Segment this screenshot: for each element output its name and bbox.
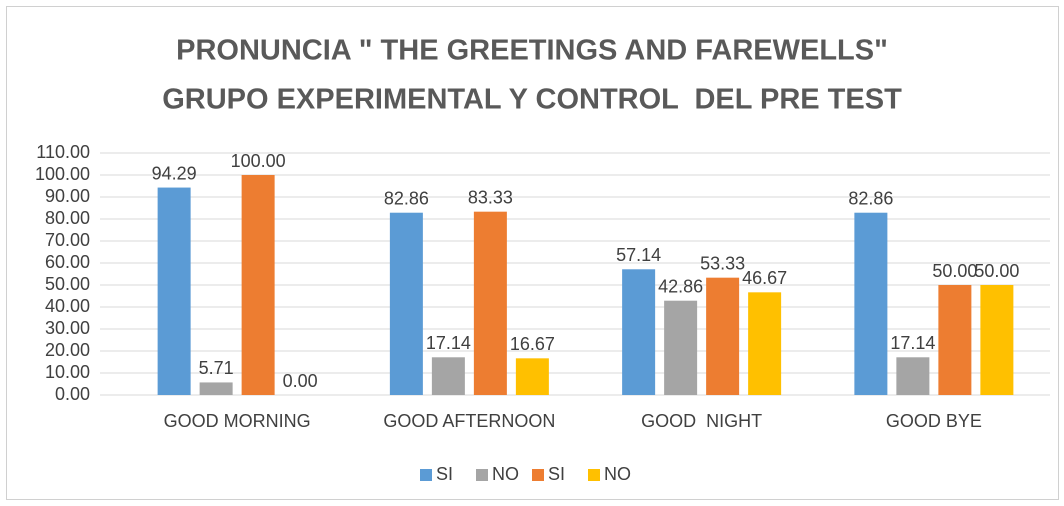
- y-tick-label: 50.00: [45, 274, 90, 294]
- value-label: 42.86: [658, 276, 703, 296]
- bar: [241, 175, 275, 395]
- value-label: 17.14: [890, 333, 935, 353]
- bar: [896, 357, 930, 395]
- bar: [431, 357, 465, 395]
- y-tick-label: 40.00: [45, 296, 90, 316]
- bar: [622, 269, 656, 395]
- y-tick-label: 90.00: [45, 186, 90, 206]
- value-label: 50.00: [974, 261, 1019, 281]
- y-tick-label: 100.00: [35, 164, 90, 184]
- value-label: 46.67: [742, 268, 787, 288]
- bar: [199, 382, 233, 395]
- bar: [157, 187, 191, 395]
- bar: [706, 277, 740, 395]
- legend-label: SI: [548, 464, 565, 484]
- bar: [515, 358, 549, 395]
- x-tick-label: GOOD AFTERNOON: [383, 411, 555, 431]
- value-label: 100.00: [231, 151, 286, 171]
- x-tick-label: GOOD NIGHT: [641, 411, 762, 431]
- bar: [473, 211, 507, 395]
- value-label: 16.67: [510, 334, 555, 354]
- value-label: 82.86: [848, 188, 893, 208]
- legend-swatch: [588, 469, 600, 481]
- x-tick-label: GOOD MORNING: [164, 411, 311, 431]
- value-label: 82.86: [384, 188, 429, 208]
- bar: [854, 212, 888, 395]
- y-tick-label: 10.00: [45, 362, 90, 382]
- bar: [938, 285, 972, 395]
- legend-label: SI: [436, 464, 453, 484]
- bar: [664, 300, 698, 395]
- y-tick-label: 30.00: [45, 318, 90, 338]
- y-tick-label: 20.00: [45, 340, 90, 360]
- y-tick-label: 0.00: [55, 384, 90, 404]
- bar: [389, 212, 423, 395]
- value-label: 53.33: [700, 253, 745, 273]
- value-label: 83.33: [468, 187, 513, 207]
- value-label: 57.14: [616, 245, 661, 265]
- value-label: 94.29: [152, 163, 197, 183]
- chart-subtitle: GRUPO EXPERIMENTAL Y CONTROL DEL PRE TES…: [162, 84, 902, 116]
- value-label: 0.00: [283, 371, 318, 391]
- chart-title: PRONUNCIA " THE GREETINGS AND FAREWELLS": [176, 35, 888, 67]
- legend-swatch: [476, 469, 488, 481]
- value-label: 5.71: [199, 358, 234, 378]
- bar: [748, 292, 782, 395]
- y-tick-label: 60.00: [45, 252, 90, 272]
- y-tick-label: 110.00: [36, 142, 90, 162]
- y-tick-label: 70.00: [45, 230, 90, 250]
- value-label: 50.00: [932, 261, 977, 281]
- y-tick-label: 80.00: [45, 208, 90, 228]
- legend-label: NO: [604, 464, 631, 484]
- bar: [980, 285, 1014, 395]
- x-tick-label: GOOD BYE: [886, 411, 982, 431]
- value-label: 17.14: [426, 333, 471, 353]
- legend-swatch: [532, 469, 544, 481]
- legend-label: NO: [492, 464, 519, 484]
- legend-swatch: [420, 469, 432, 481]
